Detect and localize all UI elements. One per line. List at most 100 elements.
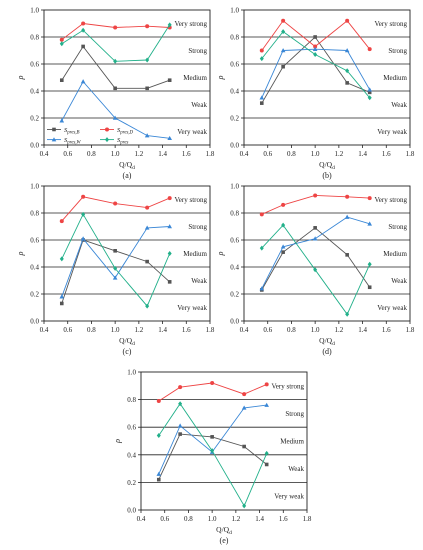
data-point xyxy=(145,303,150,309)
y-tick-label: 1.0 xyxy=(230,183,239,191)
legend-label: Spres,D xyxy=(117,127,134,136)
data-point xyxy=(167,22,172,28)
data-point xyxy=(312,46,318,51)
data-point xyxy=(367,87,372,92)
data-point xyxy=(156,471,162,476)
x-tick-label: 1.0 xyxy=(311,150,320,158)
data-point xyxy=(344,214,350,219)
data-point xyxy=(259,48,264,53)
data-point xyxy=(113,86,117,91)
legend-label-subscript: pres xyxy=(119,141,128,146)
y-tick-label: 0.0 xyxy=(30,142,39,150)
y-tick-label: 0.6 xyxy=(127,424,136,432)
data-point xyxy=(367,95,372,101)
legend-label-subscript: pres,D xyxy=(119,131,133,136)
data-point xyxy=(259,56,264,62)
y-tick-label: 0.0 xyxy=(30,318,39,326)
data-point xyxy=(367,285,372,290)
data-point xyxy=(145,57,150,63)
x-tick-label: 1.4 xyxy=(255,515,264,523)
data-point xyxy=(281,250,285,254)
data-point xyxy=(367,261,372,267)
data-point xyxy=(259,212,264,217)
data-point xyxy=(264,382,269,387)
chart-panel: 0.4 0.6 0.8 1.0 1.2 1.4 1.6 1.8 0.0 0.2 0.4 0.6 0.8 1… xyxy=(16,183,215,357)
x-tick-label: 1.0 xyxy=(208,515,217,523)
y-tick-label: 0.2 xyxy=(230,291,239,299)
x-axis-title: Q/Qd xyxy=(319,160,335,171)
zone-label: Strong xyxy=(188,223,207,231)
x-axis-title: Q/Qd xyxy=(319,336,335,347)
x-tick-label: 0.6 xyxy=(63,326,72,334)
data-point xyxy=(313,193,318,198)
plot-frame xyxy=(140,371,308,511)
y-tick-label: 0.4 xyxy=(127,451,136,459)
chart-panel: 0.4 0.6 0.8 1.0 1.2 1.4 1.6 1.8 0.0 0.2 0.4 0.6 0.8 1… xyxy=(216,7,415,181)
data-point xyxy=(210,448,215,454)
y-tick-label: 0.4 xyxy=(230,88,239,96)
data-point xyxy=(59,118,65,123)
data-point xyxy=(80,79,86,84)
x-tick-label: 0.8 xyxy=(87,150,96,158)
data-point xyxy=(167,251,172,256)
y-tick-label: 0.8 xyxy=(230,210,239,218)
data-point xyxy=(313,52,318,58)
data-point xyxy=(113,25,118,30)
legend-label: Spres,W xyxy=(64,137,82,146)
y-tick-label: 0.6 xyxy=(230,61,239,69)
data-point xyxy=(281,29,286,35)
data-point xyxy=(281,202,286,207)
series-line xyxy=(261,227,371,291)
data-point xyxy=(177,423,183,428)
chart-panel: 0.4 0.6 0.8 1.0 1.2 1.4 1.6 1.8 0.0 0.2 0.4 0.6 0.8 1… xyxy=(16,7,215,181)
y-tick-label: 0.2 xyxy=(127,479,136,487)
data-point xyxy=(259,101,264,105)
legend-label: Spres,B xyxy=(64,127,80,136)
data-point xyxy=(345,68,350,74)
data-point xyxy=(113,249,117,253)
x-tick-label: 1.8 xyxy=(406,150,415,158)
data-point xyxy=(178,401,183,407)
panel-label: (d) xyxy=(322,347,332,356)
x-tick-label: 0.6 xyxy=(63,150,72,158)
y-tick-label: 0.6 xyxy=(30,61,39,69)
data-point xyxy=(81,27,86,33)
x-tick-label: 0.8 xyxy=(184,515,193,523)
data-point xyxy=(345,18,350,23)
data-point xyxy=(241,405,247,410)
y-tick-label: 0.8 xyxy=(30,34,39,42)
series-line xyxy=(61,24,171,62)
y-tick-label: 0.4 xyxy=(30,88,39,96)
data-point xyxy=(144,225,150,230)
data-point xyxy=(145,24,150,29)
series-line xyxy=(261,30,371,99)
zone-label: Medium xyxy=(383,74,407,82)
data-point xyxy=(367,196,372,201)
x-tick-label: 0.8 xyxy=(287,150,296,158)
data-point xyxy=(280,244,286,249)
x-tick-label: 1.2 xyxy=(334,150,343,158)
x-tick-label: 1.0 xyxy=(111,326,120,334)
data-point xyxy=(167,224,172,229)
x-tick-label: 1.4 xyxy=(158,326,167,334)
x-tick-label: 1.6 xyxy=(182,326,191,334)
data-point xyxy=(81,194,86,199)
data-point xyxy=(144,133,150,138)
data-point xyxy=(80,236,86,241)
data-point xyxy=(59,78,64,82)
x-tick-label: 0.4 xyxy=(240,150,249,158)
zone-label: Medium xyxy=(183,74,207,82)
data-point xyxy=(259,286,265,291)
x-tick-label: 1.6 xyxy=(382,150,391,158)
y-tick-label: 0.4 xyxy=(30,264,39,272)
y-axis-title: ρ xyxy=(16,75,25,80)
data-point xyxy=(345,194,350,199)
data-point xyxy=(264,402,269,407)
legend-marker xyxy=(51,137,57,142)
zone-label: Strong xyxy=(388,223,407,231)
data-point xyxy=(242,444,246,449)
legend-label: Spres xyxy=(117,137,128,146)
data-point xyxy=(113,58,118,64)
data-point xyxy=(242,503,247,509)
data-point xyxy=(156,477,161,482)
